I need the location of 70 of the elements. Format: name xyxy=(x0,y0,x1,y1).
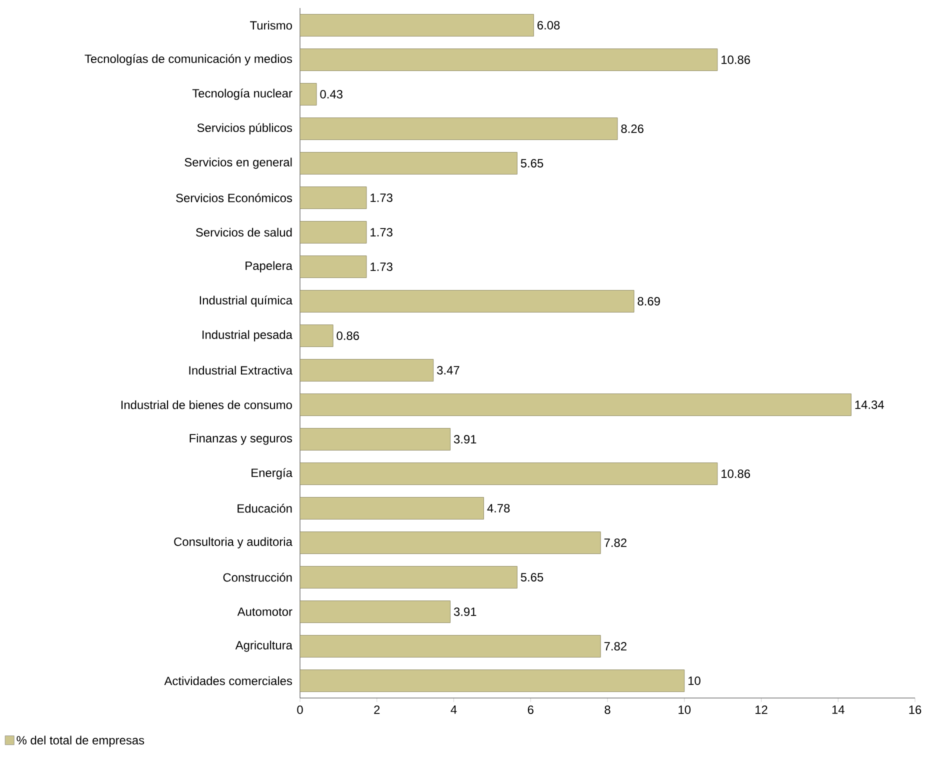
x-tick-label: 0 xyxy=(297,706,303,714)
data-label: 3.91 xyxy=(454,608,476,616)
data-label: 10.86 xyxy=(722,470,750,478)
x-tick-label: 10 xyxy=(678,706,691,714)
bar xyxy=(300,428,450,450)
y-tick-label: Finanzas y seguros xyxy=(190,434,292,445)
y-tick-label: Construcción xyxy=(223,572,292,582)
data-label: 10 xyxy=(688,676,700,685)
y-tick-label: Servicios Económicos xyxy=(176,193,292,202)
bar xyxy=(300,462,718,485)
y-tick-label: Industrial Extractiva xyxy=(189,366,292,375)
data-label: 1.73 xyxy=(370,194,392,202)
y-tick-label: Industrial de bienes de consumo xyxy=(121,400,292,410)
bar xyxy=(300,566,518,588)
data-label: 14.34 xyxy=(855,400,884,409)
y-tick-label: Energía xyxy=(252,468,292,480)
y-tick-label: Actividades comerciales xyxy=(164,676,292,686)
y-tick-label: Agricultura xyxy=(235,640,292,652)
x-tick-label: 8 xyxy=(604,706,610,714)
bar xyxy=(300,83,317,106)
bar xyxy=(300,394,852,416)
bar xyxy=(300,359,434,382)
data-label: 10.86 xyxy=(722,56,750,64)
data-label: 4.78 xyxy=(487,504,510,512)
y-tick-label: Turismo xyxy=(250,20,292,30)
data-label: 7.82 xyxy=(604,642,626,650)
y-tick-label: Servicios de salud xyxy=(196,228,292,237)
data-label: 5.65 xyxy=(520,159,544,168)
x-tick-label: 14 xyxy=(832,706,844,714)
data-label: 3.91 xyxy=(454,435,476,444)
x-tick-label: 6 xyxy=(528,706,534,714)
y-tick-label: Automotor xyxy=(237,608,292,616)
bar xyxy=(300,221,367,244)
bar xyxy=(300,635,601,658)
data-label: 3.47 xyxy=(437,366,460,374)
data-label: 1.73 xyxy=(370,228,392,236)
bar xyxy=(300,14,534,36)
bar xyxy=(300,497,484,520)
bar xyxy=(300,290,634,312)
bar xyxy=(300,256,367,278)
y-tick-label: Servicios en general xyxy=(184,158,292,169)
bar xyxy=(300,152,518,174)
legend-label: % del total de empresas xyxy=(16,736,144,747)
y-tick-label: Industrial pesada xyxy=(202,330,292,342)
x-tick-label: 16 xyxy=(909,706,922,714)
data-label: 8.69 xyxy=(638,297,660,306)
y-tick-label: Consultoria y auditoria xyxy=(174,537,292,548)
y-tick-label: Educación xyxy=(238,504,292,513)
bar xyxy=(300,118,618,140)
data-label: 1.73 xyxy=(370,262,392,271)
data-label: 8.26 xyxy=(621,124,644,133)
bar xyxy=(300,532,601,554)
data-label: 7.82 xyxy=(604,538,626,547)
y-tick-label: Tecnologías de comunicación y medios xyxy=(84,54,292,66)
data-label: 0.43 xyxy=(320,90,342,98)
y-tick-label: Papelera xyxy=(246,261,292,272)
bar xyxy=(300,48,718,71)
data-label: 0.86 xyxy=(336,332,359,340)
y-tick-label: Tecnología nuclear xyxy=(192,88,292,100)
x-tick-label: 4 xyxy=(450,706,457,714)
x-tick-label: 2 xyxy=(374,706,380,714)
bar xyxy=(300,324,334,347)
y-tick-label: Servicios públicos xyxy=(197,123,292,134)
bar xyxy=(300,186,367,209)
bar xyxy=(300,670,685,692)
data-label: 6.08 xyxy=(538,21,560,30)
data-label: 5.65 xyxy=(520,573,544,582)
bar xyxy=(300,600,450,623)
x-tick-label: 12 xyxy=(756,706,768,714)
y-tick-label: Industrial química xyxy=(200,296,292,307)
